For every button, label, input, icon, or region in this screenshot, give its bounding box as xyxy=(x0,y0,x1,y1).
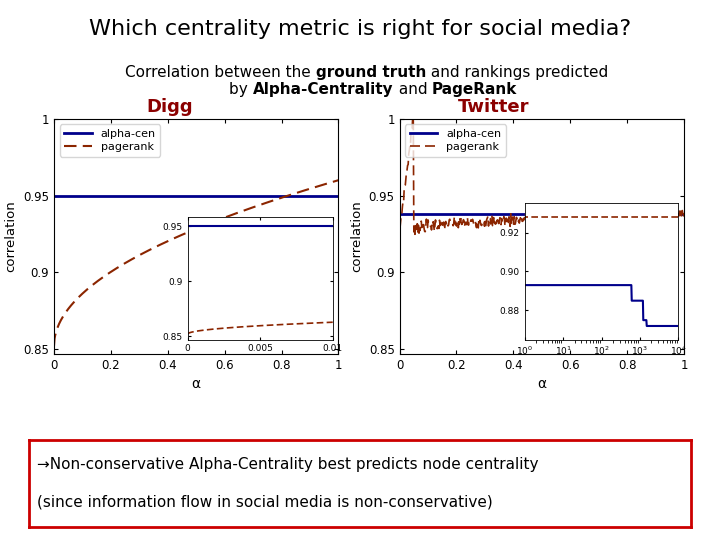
alpha-cen xyxy=(204,192,212,199)
alpha-cen xyxy=(564,211,573,217)
X-axis label: α: α xyxy=(192,377,201,391)
Text: and: and xyxy=(394,82,432,97)
pagerank xyxy=(204,221,212,227)
alpha-cen xyxy=(531,211,539,217)
pagerank xyxy=(410,231,419,238)
pagerank xyxy=(550,213,559,220)
alpha-cen xyxy=(283,192,292,199)
Y-axis label: correlation: correlation xyxy=(4,200,17,272)
pagerank xyxy=(219,215,228,221)
Line: pagerank: pagerank xyxy=(400,117,684,234)
pagerank xyxy=(186,228,195,234)
pagerank xyxy=(408,114,417,120)
alpha-cen xyxy=(185,192,194,199)
pagerank xyxy=(629,208,638,214)
Text: Alpha-Centrality: Alpha-Centrality xyxy=(253,82,394,97)
pagerank xyxy=(674,211,683,217)
Text: Which centrality metric is right for social media?: Which centrality metric is right for soc… xyxy=(89,19,631,39)
Legend: alpha-cen, pagerank: alpha-cen, pagerank xyxy=(60,124,161,157)
Text: (since information flow in social media is non-conservative): (since information flow in social media … xyxy=(37,495,492,510)
alpha-cen xyxy=(186,192,195,199)
alpha-cen xyxy=(328,192,336,199)
Text: →Non-conservative Alpha-Centrality best predicts node centrality: →Non-conservative Alpha-Centrality best … xyxy=(37,457,539,472)
alpha-cen xyxy=(680,211,688,217)
pagerank xyxy=(328,179,336,185)
X-axis label: α: α xyxy=(537,377,546,391)
pagerank xyxy=(534,212,542,218)
Text: Digg: Digg xyxy=(146,98,192,116)
pagerank xyxy=(680,210,688,217)
alpha-cen xyxy=(549,211,558,217)
Text: ground truth: ground truth xyxy=(316,65,426,80)
Text: by: by xyxy=(229,82,253,97)
pagerank xyxy=(283,193,292,199)
Y-axis label: correlation: correlation xyxy=(350,200,363,272)
pagerank xyxy=(50,343,58,349)
pagerank xyxy=(185,228,194,235)
Text: Correlation between the: Correlation between the xyxy=(125,65,316,80)
pagerank xyxy=(566,216,575,222)
alpha-cen xyxy=(334,192,343,199)
pagerank xyxy=(395,221,404,227)
alpha-cen xyxy=(219,192,228,199)
Text: and rankings predicted: and rankings predicted xyxy=(426,65,608,80)
Legend: alpha-cen, pagerank: alpha-cen, pagerank xyxy=(405,124,506,157)
Line: pagerank: pagerank xyxy=(54,180,338,346)
Text: PageRank: PageRank xyxy=(432,82,518,97)
alpha-cen xyxy=(673,211,682,217)
alpha-cen xyxy=(395,211,404,217)
pagerank xyxy=(334,177,343,184)
alpha-cen xyxy=(50,192,58,199)
alpha-cen xyxy=(532,211,541,217)
alpha-cen xyxy=(629,211,637,217)
pagerank xyxy=(531,215,540,221)
Text: Twitter: Twitter xyxy=(457,98,529,116)
